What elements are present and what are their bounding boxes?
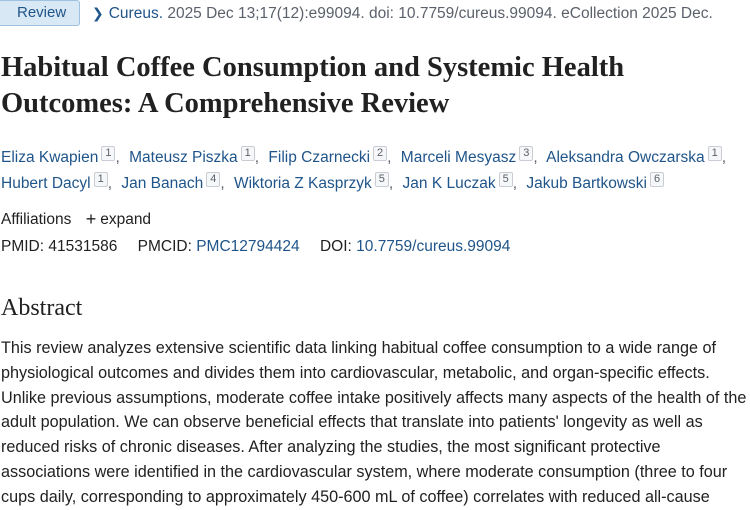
doi-label: DOI:: [319, 238, 352, 255]
author-item: Wiktoria Z Kasprzyk 5: [233, 172, 389, 192]
author-link[interactable]: Aleksandra Owczarska: [546, 149, 705, 166]
affiliation-number-button[interactable]: 5: [498, 172, 513, 187]
journal-link[interactable]: Cureus.: [108, 5, 164, 22]
pmcid-label: PMCID:: [137, 238, 192, 255]
identifiers-row: PMID: 41531586 PMCID: PMC12794424 DOI: 1…: [1, 236, 510, 258]
author-link[interactable]: Mateusz Piszka: [129, 149, 238, 166]
affiliation-number-button[interactable]: 1: [240, 146, 255, 161]
pmid-value: 41531586: [48, 238, 118, 255]
pmcid-link[interactable]: PMC12794424: [196, 238, 300, 255]
author-link[interactable]: Hubert Dacyl: [1, 175, 91, 192]
author-separator: ,: [387, 149, 392, 166]
author-separator: ,: [107, 175, 113, 192]
authors-list: Eliza Kwapien 1, Mateusz Piszka 1, Filip C…: [1, 145, 746, 197]
author-link[interactable]: Jan Banach: [121, 175, 204, 192]
author-separator: ,: [533, 149, 538, 166]
author-link[interactable]: Marceli Mesyasz: [400, 149, 517, 166]
author-item: Marceli Mesyasz 3: [400, 146, 534, 166]
author-item: Mateusz Piszka 1: [129, 146, 255, 166]
author-separator: ,: [512, 175, 518, 192]
doi-link[interactable]: 10.7759/cureus.99094: [356, 238, 511, 255]
affiliation-number-button[interactable]: 4: [206, 172, 221, 187]
pmid-label: PMID:: [1, 238, 45, 255]
article-title: Habitual Coffee Consumption and Systemic…: [1, 52, 625, 119]
author-link[interactable]: Jan K Luczak: [402, 175, 496, 192]
author-separator: ,: [220, 175, 225, 192]
citation-bar: Review ❯ Cureus. 2025 Dec 13;17(12):e9909…: [0, 0, 750, 28]
author-separator: ,: [254, 149, 260, 166]
author-item: Filip Czarnecki 2: [268, 146, 388, 166]
author-item: Hubert Dacyl 1: [1, 172, 108, 192]
affiliation-number-button[interactable]: 3: [519, 146, 534, 161]
affiliation-number-button[interactable]: 1: [707, 146, 722, 161]
author-link[interactable]: Jakub Bartkowski: [526, 175, 647, 192]
expand-label: expand: [100, 211, 152, 228]
author-separator: ,: [721, 149, 727, 166]
author-link[interactable]: Filip Czarnecki: [268, 149, 371, 166]
author-link[interactable]: Wiktoria Z Kasprzyk: [233, 175, 372, 192]
author-item: Aleksandra Owczarska 1: [546, 146, 722, 166]
affiliations-label: Affiliations: [1, 211, 72, 228]
chevron-right-icon[interactable]: ❯: [92, 5, 104, 21]
expand-affiliations-button[interactable]: + expand: [85, 209, 152, 229]
author-separator: ,: [388, 175, 394, 192]
author-separator: ,: [115, 149, 120, 166]
author-item: Jan K Luczak 5: [402, 172, 513, 192]
affiliation-number-button[interactable]: 6: [649, 172, 665, 187]
abstract-heading: Abstract: [1, 295, 83, 321]
affiliations-row: Affiliations + expand: [1, 208, 151, 231]
affiliation-number-button[interactable]: 5: [374, 172, 389, 187]
affiliation-number-button[interactable]: 1: [93, 172, 108, 187]
author-link[interactable]: Eliza Kwapien: [1, 149, 99, 166]
article-type-badge: Review: [0, 0, 80, 26]
affiliation-number-button[interactable]: 1: [101, 146, 116, 161]
author-item: Jakub Bartkowski 6: [526, 172, 665, 192]
abstract-text: This review analyzes extensive scientifi…: [1, 339, 747, 506]
author-item: Eliza Kwapien 1: [1, 146, 116, 166]
plus-icon: +: [85, 209, 97, 229]
affiliation-number-button[interactable]: 2: [373, 146, 388, 161]
citation-line: ❯ Cureus. 2025 Dec 13;17(12):e99094. doi:…: [92, 3, 713, 24]
author-item: Jan Banach 4: [121, 172, 221, 192]
citation-details: 2025 Dec 13;17(12):e99094. doi: 10.7759/…: [163, 5, 713, 22]
